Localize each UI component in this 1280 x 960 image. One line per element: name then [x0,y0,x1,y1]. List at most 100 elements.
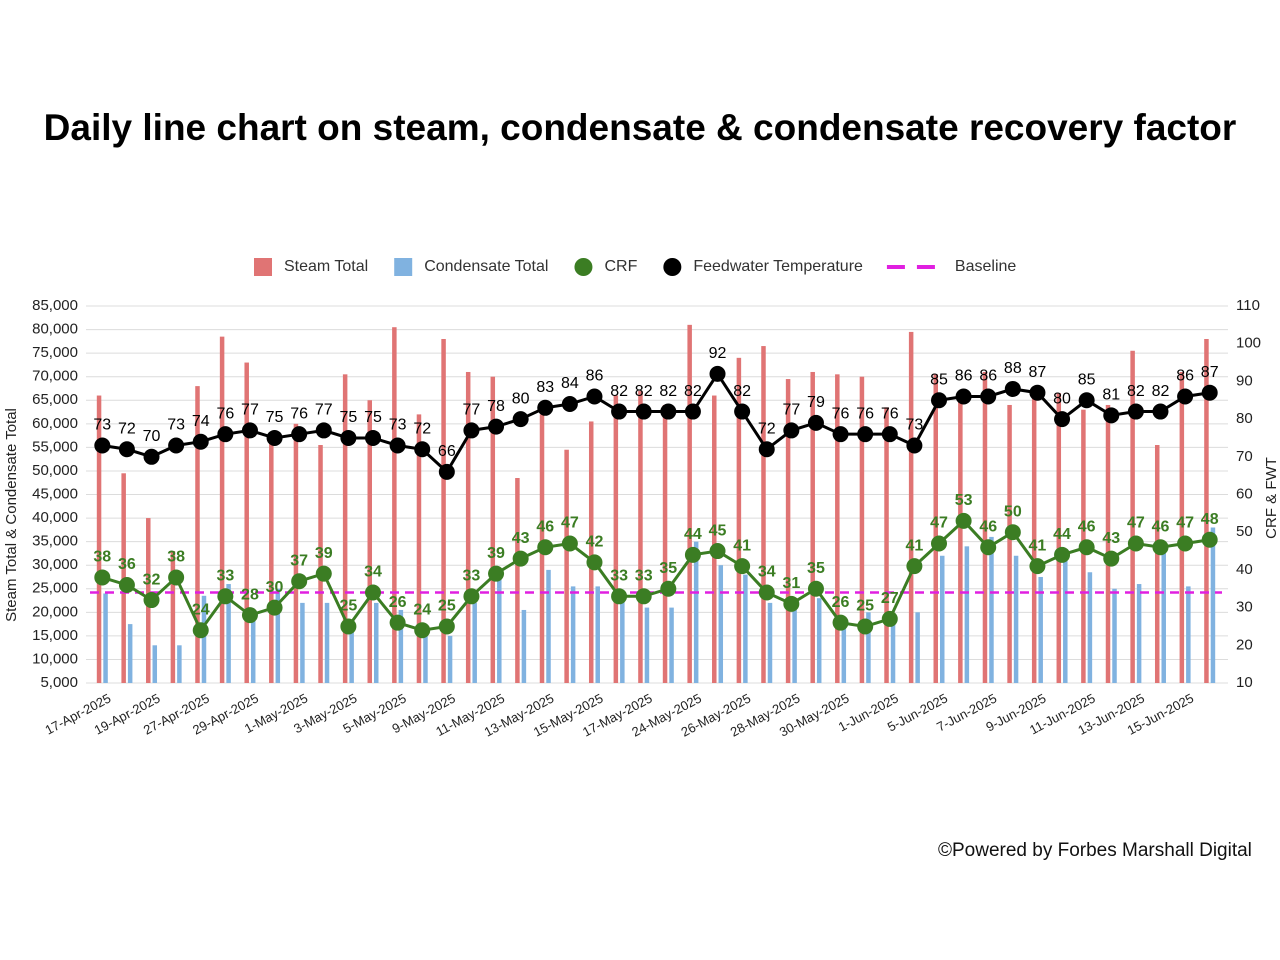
y2-tick-label: 80 [1236,410,1253,427]
legend-label: Baseline [955,258,1016,275]
data-label: 87 [1029,364,1047,381]
data-label: 85 [1078,371,1096,388]
point [537,399,554,416]
data-label: 32 [143,571,161,588]
data-label: 79 [807,394,825,411]
point [94,569,111,586]
bar [195,386,200,683]
point [709,543,726,560]
bar [613,395,619,683]
point [414,441,431,458]
point [684,403,701,420]
point [1029,384,1046,401]
point [168,437,185,454]
bar [219,336,225,683]
line [101,518,1210,634]
point [389,614,406,631]
legend-swatch [663,258,682,276]
bar [810,371,815,683]
data-label: 72 [758,420,776,437]
point [586,388,603,405]
y-tick-label: 55,000 [32,438,78,455]
bar [1136,584,1142,683]
point [438,463,455,480]
legend-swatch [394,258,413,276]
bar [1013,555,1019,683]
y-axis-title: Steam Total & Condensate Total [3,408,20,622]
data-label: 47 [930,515,948,532]
data-label: 43 [1102,530,1120,547]
data-label: 81 [1102,387,1120,404]
bar [564,449,569,683]
y-tick-label: 75,000 [32,344,78,361]
point [906,437,923,454]
point [955,512,972,529]
point [168,569,185,586]
bar [761,346,766,683]
bar [127,624,133,683]
bar [521,609,527,683]
point [266,429,283,446]
point [1201,384,1218,401]
data-label: 77 [315,402,333,419]
legend-label: CRF [604,258,637,275]
data-label: 82 [635,383,653,400]
bar [816,598,822,683]
point [118,441,135,458]
data-label: 41 [905,537,923,554]
bar [293,423,299,683]
data-label: 26 [832,594,850,611]
data-label: 73 [389,417,407,434]
point [315,565,332,582]
data-label: 27 [881,590,899,607]
bar [170,551,176,683]
y2-tick-label: 110 [1236,297,1260,314]
bar [620,598,625,683]
bar [1154,445,1160,683]
bar [940,555,945,683]
data-label: 48 [1201,511,1219,528]
data-label: 25 [339,598,357,615]
point [1103,550,1120,567]
y2-tick-label: 60 [1236,485,1253,502]
bar [1007,404,1012,683]
point [684,546,701,563]
data-label: 43 [512,530,530,547]
point [709,365,726,382]
data-label: 50 [1004,503,1022,520]
point [931,535,947,552]
y-tick-label: 70,000 [32,368,78,385]
bar [859,376,865,683]
point [660,580,677,597]
bar [638,390,643,683]
data-label: 76 [832,405,850,422]
point [1152,539,1169,556]
data-label: 46 [1078,518,1096,535]
bar [767,602,773,683]
y2-tick-label: 50 [1236,523,1253,540]
point [832,426,849,443]
point [365,584,381,601]
point [635,403,652,420]
point [561,396,578,413]
data-label: 33 [610,568,628,585]
bar [1130,350,1135,683]
data-label: 76 [290,405,308,422]
point [414,622,431,639]
bar [275,588,281,683]
data-label: 53 [955,492,973,509]
point [365,429,381,446]
y-tick-label: 45,000 [32,485,78,502]
y2-tick-label: 90 [1236,372,1253,389]
bar [866,612,871,683]
bar [1112,588,1117,683]
bar [300,602,305,683]
bar [785,379,791,683]
point [488,418,505,435]
bar [398,609,404,683]
data-label: 82 [1127,383,1145,400]
y2-axis-title: CRF & FWT [1263,457,1280,539]
data-label: 78 [487,398,505,415]
bar [743,574,748,683]
point [611,588,628,605]
